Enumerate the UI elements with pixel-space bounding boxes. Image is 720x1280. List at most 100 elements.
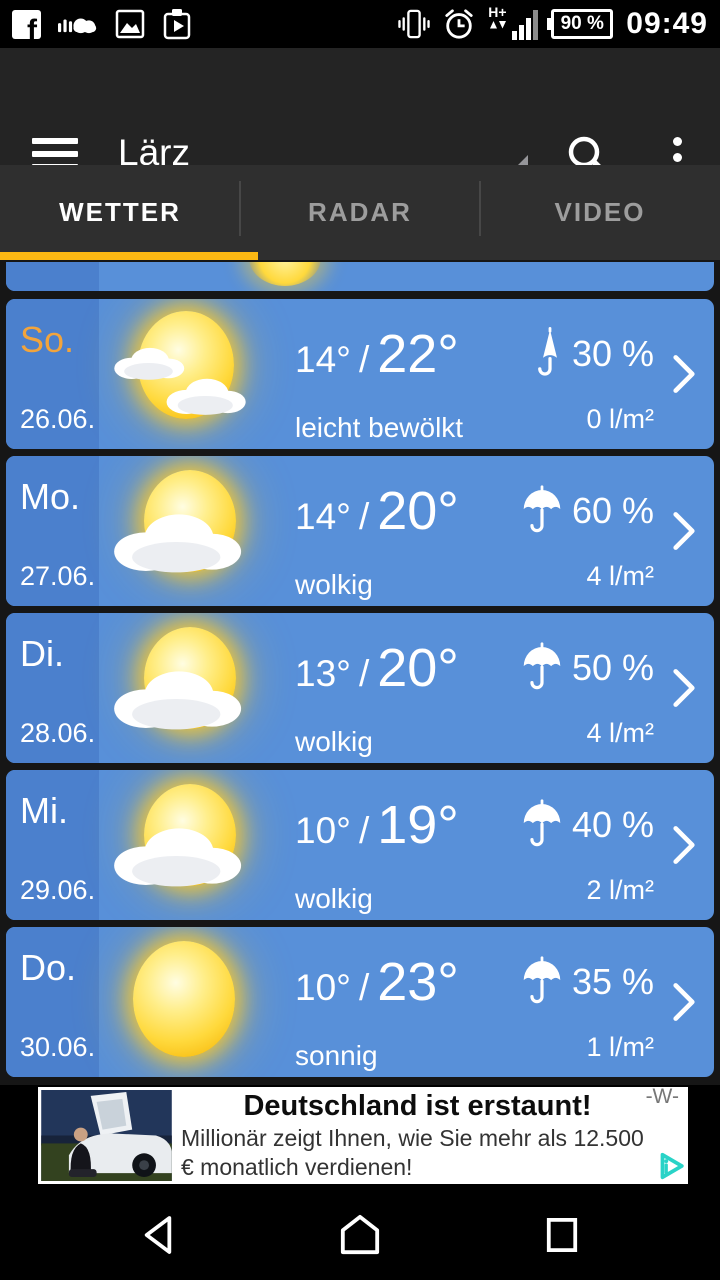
umbrella-open-icon <box>523 642 561 690</box>
system-icons: H+ 90 % 09:49 <box>398 4 708 42</box>
date-label: 29.06. <box>20 875 96 905</box>
condition-label: wolkig <box>295 883 373 914</box>
chevron-column <box>654 770 714 920</box>
battery-icon: 90 % <box>551 9 614 39</box>
vibrate-icon <box>398 9 430 39</box>
tab-video[interactable]: VIDEO <box>479 165 720 260</box>
ad-image <box>41 1090 172 1181</box>
ad-headline: Deutschland ist erstaunt! <box>243 1090 592 1122</box>
temperature-range: 13°/20° <box>295 639 486 711</box>
rain-probability: 40 % <box>571 804 654 845</box>
forecast-row-partial[interactable] <box>6 262 714 291</box>
clock: 09:49 <box>626 7 708 40</box>
date-label: 26.06. <box>20 404 96 434</box>
temperature-range: 10°/19° <box>295 796 486 868</box>
sun-icon <box>118 935 252 1069</box>
weather-icon-column <box>99 770 271 920</box>
chevron-column <box>654 613 714 763</box>
sun-glow-icon <box>249 262 321 286</box>
sun-with-clouds-icon <box>114 307 252 441</box>
network-type-label: H+ <box>488 4 507 20</box>
ad-text: Deutschland ist erstaunt! Millionär zeig… <box>173 1087 688 1184</box>
rain-probability: 30 % <box>571 333 654 374</box>
rain-amount: 0 l/m² <box>586 404 655 434</box>
temp-max: 20° <box>377 481 459 541</box>
temperature-range: 14°/20° <box>295 482 486 554</box>
weather-icon-column <box>99 613 271 763</box>
back-button[interactable] <box>128 1205 188 1265</box>
date-column: Mi. 29.06. <box>6 770 99 920</box>
day-label: Mo. <box>20 476 81 517</box>
rain-column: 30 % 0 l/m² <box>486 299 654 449</box>
forecast-row[interactable]: So. 26.06. 14°/22° leicht bewölkt <box>6 299 714 449</box>
rain-probability: 60 % <box>571 490 654 531</box>
date-column: Mo. 27.06. <box>6 456 99 606</box>
date-label: 27.06. <box>20 561 96 591</box>
date-column <box>6 262 99 291</box>
ad-watermark: -W- <box>645 1085 679 1108</box>
home-button[interactable] <box>330 1205 390 1265</box>
umbrella-open-icon <box>523 956 561 1004</box>
rain-amount: 4 l/m² <box>586 718 655 748</box>
cloud-in-front-of-sun-icon <box>114 621 252 755</box>
weather-icon-column <box>99 456 271 606</box>
day-label: Do. <box>20 947 77 988</box>
temp-min: 10° <box>295 810 351 851</box>
navigation-bar <box>0 1190 720 1280</box>
forecast-row[interactable]: Mo. 27.06. 14°/20° wolkig <box>6 456 714 606</box>
date-column: So. 26.06. <box>6 299 99 449</box>
date-label: 28.06. <box>20 718 96 748</box>
signal-bars-icon <box>512 10 539 40</box>
rain-probability: 50 % <box>571 647 654 688</box>
chevron-right-icon <box>673 355 695 393</box>
umbrella-closed-icon <box>538 327 557 376</box>
back-icon <box>144 1216 172 1254</box>
temps-column: 13°/20° wolkig <box>271 613 486 763</box>
forecast-row[interactable]: Di. 28.06. 13°/20° wolkig <box>6 613 714 763</box>
rain-column: 40 % 2 l/m² <box>486 770 654 920</box>
tab-wetter[interactable]: WETTER <box>59 197 181 227</box>
rain-column: 60 % 4 l/m² <box>486 456 654 606</box>
temps-column: 14°/20° wolkig <box>271 456 486 606</box>
temp-separator: / <box>358 967 370 1008</box>
chevron-right-icon <box>673 512 695 550</box>
soundcloud-icon <box>58 18 97 34</box>
temperature-range: 10°/23° <box>295 953 486 1025</box>
forecast-list[interactable]: So. 26.06. 14°/22° leicht bewölkt <box>0 260 720 1085</box>
chevron-right-icon <box>673 669 695 707</box>
chevron-right-icon <box>673 983 695 1021</box>
chevron-right-icon <box>673 826 695 864</box>
date-column: Di. 28.06. <box>6 613 99 763</box>
weather-icon-column <box>99 927 271 1077</box>
ad-banner[interactable]: Deutschland ist erstaunt! Millionär zeig… <box>38 1085 688 1184</box>
alarm-icon <box>445 9 473 39</box>
signal-hplus-icon: H+ <box>488 4 539 42</box>
adchoices-play-icon[interactable] <box>655 1151 685 1181</box>
temp-max: 22° <box>377 324 459 384</box>
temps-column: 10°/19° wolkig <box>271 770 486 920</box>
temp-min: 10° <box>295 967 351 1008</box>
temp-min: 13° <box>295 653 351 694</box>
condition-label: wolkig <box>295 569 373 600</box>
condition-label: wolkig <box>295 726 373 757</box>
condition-label: leicht bewölkt <box>295 412 464 443</box>
temps-column: 14°/22° leicht bewölkt <box>271 299 486 449</box>
weather-icon-column <box>99 299 271 449</box>
recents-icon <box>546 1218 578 1252</box>
umbrella-open-icon <box>523 799 561 847</box>
tab-radar[interactable]: RADAR <box>239 165 480 260</box>
tab-bar: WETTER RADAR VIDEO <box>0 165 720 260</box>
rain-column: 50 % 4 l/m² <box>486 613 654 763</box>
temp-separator: / <box>358 496 370 537</box>
forecast-row[interactable]: Mi. 29.06. 10°/19° wolkig <box>6 770 714 920</box>
cloud-in-front-of-sun-icon <box>114 464 252 598</box>
row-body <box>99 262 714 291</box>
day-label: Mi. <box>20 790 68 831</box>
recents-button[interactable] <box>532 1205 592 1265</box>
date-column: Do. 30.06. <box>6 927 99 1077</box>
ad-zone: Deutschland ist erstaunt! Millionär zeig… <box>0 1085 720 1190</box>
forecast-row[interactable]: Do. 30.06. 10°/23° sonnig <box>6 927 714 1077</box>
rain-amount: 1 l/m² <box>586 1032 655 1062</box>
umbrella-open-icon <box>523 485 561 533</box>
